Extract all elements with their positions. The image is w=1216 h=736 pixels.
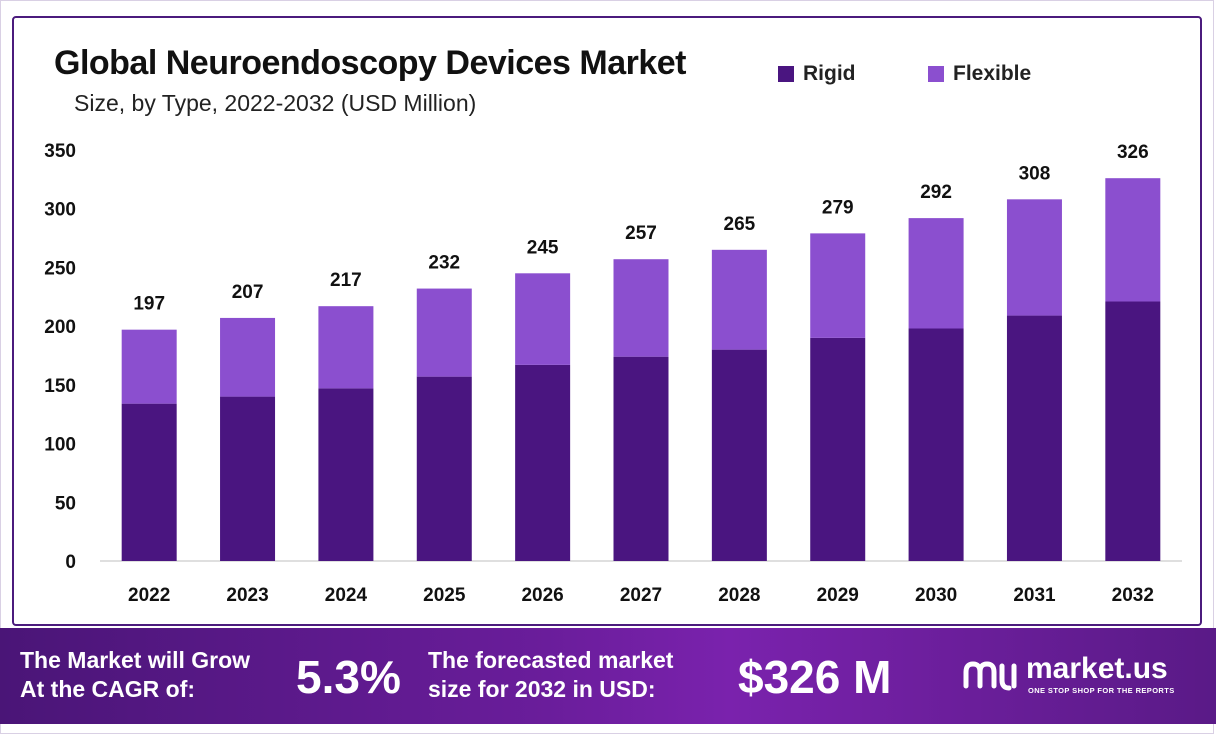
bar-rigid-2027 (613, 356, 669, 561)
bar-total-label: 207 (232, 282, 264, 303)
bar-rigid-2032 (1105, 301, 1161, 561)
bar-rigid-2025 (416, 376, 472, 561)
x-tick-label: 2025 (423, 585, 466, 606)
bar-total-label: 279 (822, 197, 854, 218)
market-us-logo-icon (963, 661, 1017, 691)
cagr-value: 5.3% (296, 651, 401, 703)
bar-flexible-2028 (711, 249, 767, 350)
bar-total-label: 217 (330, 270, 362, 291)
bar-rigid-2028 (711, 349, 767, 561)
bar-flexible-2031 (1006, 199, 1062, 316)
stacked-bar-chart: 0 50 100 150 200 250 300 350 197 2022 207 2023 217 20… (44, 141, 1182, 606)
bar-total-label: 197 (133, 294, 165, 315)
legend-label-flexible: Flexible (953, 62, 1032, 85)
chart-title: Global Neuroendoscopy Devices Market (54, 44, 686, 82)
bar-total-label: 245 (527, 237, 559, 258)
legend-swatch-flexible (928, 66, 944, 82)
bar-total-label: 257 (625, 223, 657, 244)
bar-rigid-2024 (318, 388, 374, 561)
cagr-text-line2: At the CAGR of: (20, 676, 196, 702)
y-tick-label: 50 (55, 493, 76, 514)
bar-flexible-2032 (1105, 178, 1161, 302)
x-tick-label: 2031 (1013, 585, 1056, 606)
cagr-text-line1: The Market will Grow (20, 647, 251, 673)
bar-flexible-2027 (613, 259, 669, 357)
cagr-text: The Market will Grow At the CAGR of: (20, 646, 250, 704)
x-tick-label: 2027 (620, 585, 662, 606)
bar-rigid-2022 (121, 403, 177, 561)
bar-total-label: 326 (1117, 142, 1149, 163)
y-tick-label: 100 (44, 435, 76, 456)
legend-label-rigid: Rigid (803, 62, 856, 85)
brand-name: market.us (1026, 652, 1168, 685)
y-tick-label: 300 (44, 200, 76, 221)
bar-total-label: 232 (428, 253, 460, 274)
chart-card (12, 16, 1202, 626)
y-tick-label: 350 (44, 141, 76, 162)
bar-flexible-2030 (908, 218, 964, 329)
forecast-value: $326 M (738, 651, 892, 703)
x-tick-label: 2030 (915, 585, 957, 606)
bar-flexible-2024 (318, 306, 374, 389)
bar-total-label: 292 (920, 182, 952, 203)
bar-flexible-2026 (515, 273, 571, 365)
chart-subtitle: Size, by Type, 2022-2032 (USD Million) (74, 90, 477, 116)
y-tick-label: 0 (65, 552, 76, 573)
bar-rigid-2023 (220, 396, 276, 561)
bar-flexible-2025 (416, 288, 472, 377)
y-tick-label: 200 (44, 317, 76, 338)
x-tick-label: 2026 (521, 585, 563, 606)
bar-rigid-2026 (515, 364, 571, 561)
bar-flexible-2029 (810, 233, 866, 338)
y-tick-label: 250 (44, 258, 76, 279)
bar-rigid-2029 (810, 337, 866, 561)
x-tick-label: 2028 (718, 585, 760, 606)
x-tick-label: 2032 (1112, 585, 1154, 606)
y-tick-label: 150 (44, 376, 76, 397)
bar-rigid-2030 (908, 328, 964, 561)
legend-item-flexible: Flexible (928, 62, 1031, 86)
legend-item-rigid: Rigid (778, 62, 856, 86)
bar-flexible-2022 (121, 329, 177, 404)
bar-total-label: 265 (724, 214, 756, 235)
legend-swatch-rigid (778, 66, 794, 82)
x-tick-label: 2024 (325, 585, 368, 606)
forecast-text-line2: size for 2032 in USD: (428, 676, 656, 702)
forecast-text-line1: The forecasted market (428, 647, 674, 673)
bar-rigid-2031 (1006, 315, 1062, 561)
x-tick-label: 2022 (128, 585, 170, 606)
bar-flexible-2023 (220, 317, 276, 397)
forecast-text: The forecasted market size for 2032 in U… (428, 646, 673, 704)
bar-total-label: 308 (1019, 163, 1051, 184)
brand-tagline: ONE STOP SHOP FOR THE REPORTS (1028, 686, 1175, 695)
x-tick-label: 2029 (817, 585, 859, 606)
x-tick-label: 2023 (226, 585, 268, 606)
